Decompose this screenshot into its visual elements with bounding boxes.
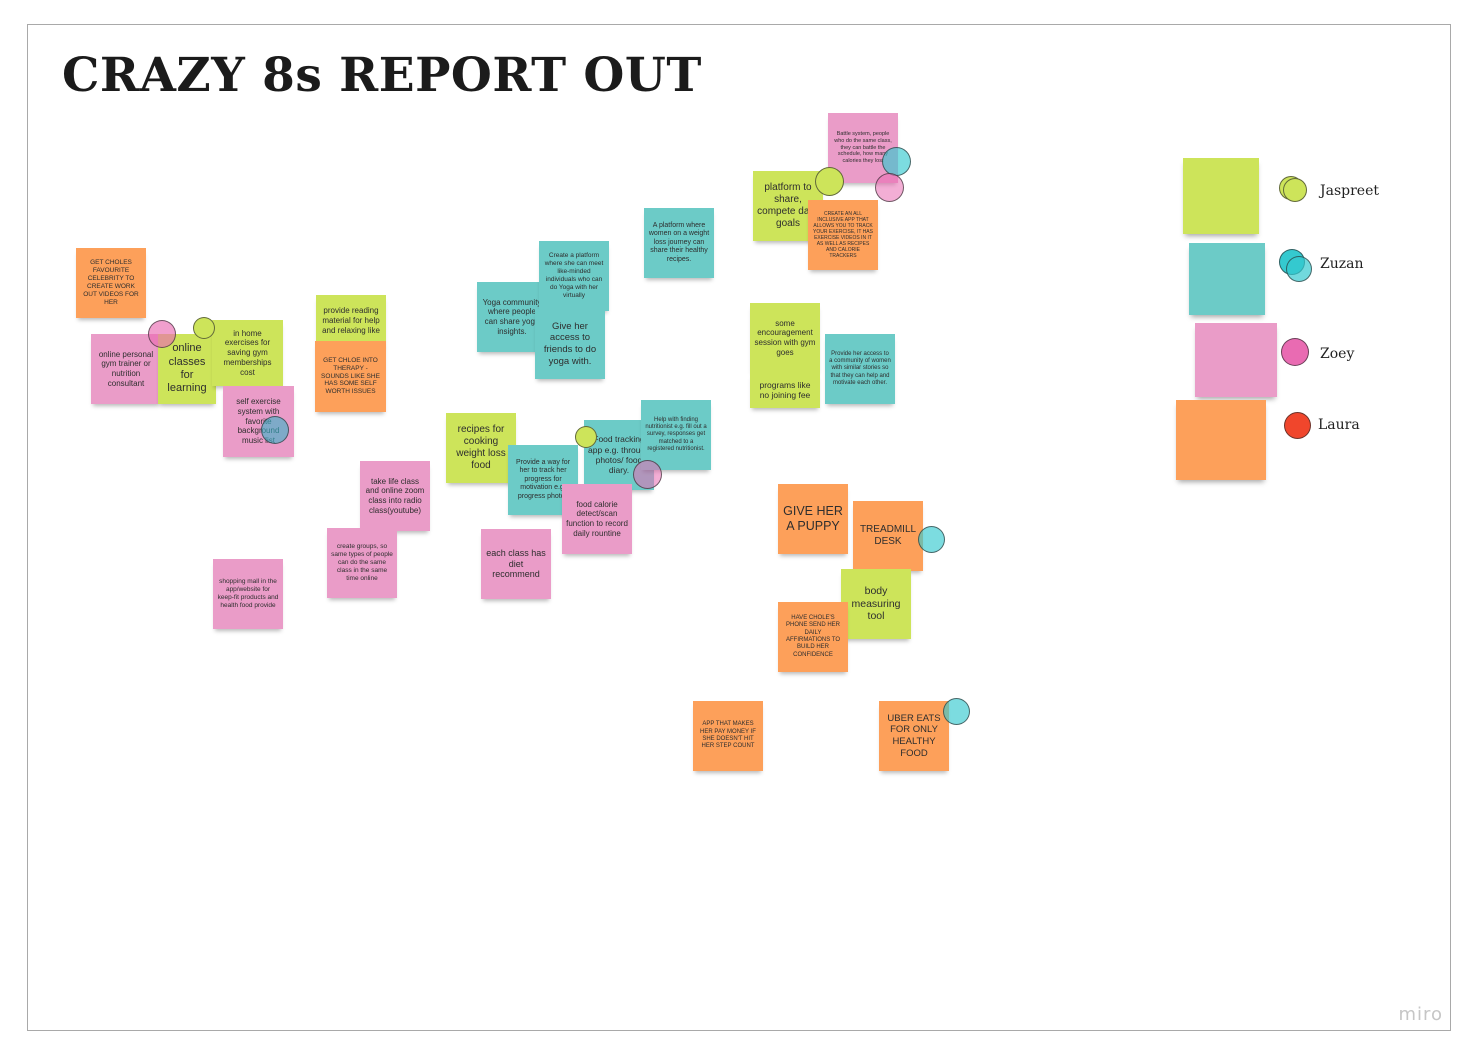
legend-dot-zoey: [1281, 338, 1309, 366]
sticky-note[interactable]: create groups, so same types of people c…: [327, 528, 397, 598]
sticky-note[interactable]: GET CHOLES FAVOURITE CELEBRITY TO CREATE…: [76, 248, 146, 318]
sticky-note[interactable]: recipes for cooking weight loss food: [446, 413, 516, 483]
sticky-note[interactable]: Battle system, people who do the same cl…: [828, 113, 898, 183]
sticky-note[interactable]: A platform where women on a weight loss …: [644, 208, 714, 278]
sticky-note[interactable]: CREATE AN ALL INCLUSIVE APP THAT ALLOWS …: [808, 200, 878, 270]
legend-name-zuzan: Zuzan: [1320, 256, 1364, 272]
vote-dot-zuzan[interactable]: [943, 698, 970, 725]
sticky-note[interactable]: each class has diet recommend: [481, 529, 551, 599]
sticky-note[interactable]: body measuring tool: [841, 569, 911, 639]
legend-dot-zuzan: [1286, 256, 1312, 282]
legend-stack-zoey[interactable]: [1195, 323, 1277, 397]
vote-dot-zuzan[interactable]: [882, 147, 911, 176]
sticky-note[interactable]: GIVE HER A PUPPY: [778, 484, 848, 554]
vote-dot-zoey[interactable]: [148, 320, 176, 348]
sticky-note[interactable]: Provide her access to a community of wom…: [825, 334, 895, 404]
sticky-note[interactable]: food calorie detect/scan function to rec…: [562, 484, 632, 554]
sticky-note[interactable]: Create a platform where she can meet lik…: [539, 241, 609, 311]
legend-name-zoey: Zoey: [1320, 346, 1355, 362]
legend-name-jaspreet: Jaspreet: [1320, 183, 1379, 199]
legend-dot-jaspreet: [1283, 178, 1307, 202]
sticky-note[interactable]: provide reading material for help and re…: [316, 295, 386, 347]
vote-dot-zuzan[interactable]: [918, 526, 945, 553]
sticky-note[interactable]: APP THAT MAKES HER PAY MONEY IF SHE DOES…: [693, 701, 763, 771]
sticky-note[interactable]: programs like no joining fee: [750, 372, 820, 408]
sticky-note[interactable]: TREADMILL DESK: [853, 501, 923, 571]
miro-watermark: miro: [1398, 1004, 1443, 1025]
legend-dot-laura: [1284, 412, 1311, 439]
vote-dot-jaspreet[interactable]: [193, 317, 215, 339]
vote-dot-zoey[interactable]: [633, 460, 662, 489]
sticky-note[interactable]: UBER EATS FOR ONLY HEALTHY FOOD: [879, 701, 949, 771]
legend-stack-jaspreet[interactable]: [1183, 158, 1259, 234]
sticky-note[interactable]: shopping mall in the app/website for kee…: [213, 559, 283, 629]
legend-stack-laura[interactable]: [1176, 400, 1266, 480]
sticky-note[interactable]: GET CHLOE INTO THERAPY - SOUNDS LIKE SHE…: [315, 341, 386, 412]
sticky-note[interactable]: in home exercises for saving gym members…: [212, 320, 283, 386]
legend-name-laura: Laura: [1318, 417, 1360, 433]
sticky-note[interactable]: take life class and online zoom class in…: [360, 461, 430, 531]
sticky-note[interactable]: some encouragement session with gym goes: [750, 303, 820, 373]
sticky-note[interactable]: HAVE CHOLE'S PHONE SEND HER DAILY AFFIRM…: [778, 602, 848, 672]
sticky-note[interactable]: Help with finding nutritionist e.g. fill…: [641, 400, 711, 470]
vote-dot-zoey[interactable]: [875, 173, 904, 202]
vote-dot-jaspreet[interactable]: [815, 167, 844, 196]
sticky-note[interactable]: online personal gym trainer or nutrition…: [91, 334, 161, 404]
sticky-note[interactable]: Give her access to friends to do yoga wi…: [535, 309, 605, 379]
vote-dot-jaspreet[interactable]: [575, 426, 597, 448]
legend-stack-zuzan[interactable]: [1189, 243, 1265, 315]
vote-dot-zuzan[interactable]: [261, 416, 289, 444]
board-title: CRAZY 8s REPORT OUT: [62, 48, 702, 103]
